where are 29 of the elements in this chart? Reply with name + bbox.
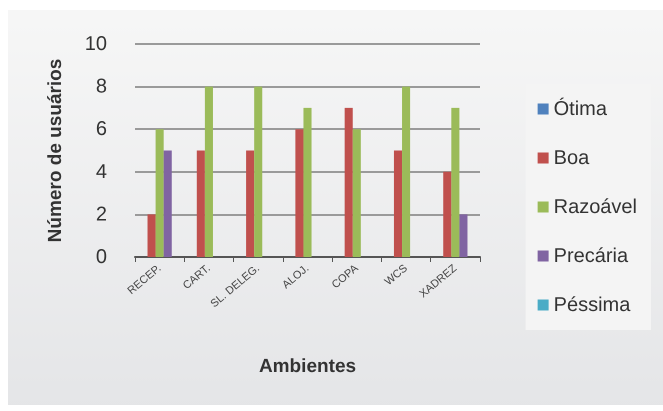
bar: [344, 108, 353, 257]
bar: [164, 150, 172, 257]
y-tick-label: 4: [96, 160, 107, 183]
bar: [204, 86, 213, 257]
bar: [254, 86, 262, 257]
bar: [156, 129, 164, 257]
legend-label: Precária: [554, 245, 629, 267]
bar: [352, 129, 361, 257]
y-tick-label: 10: [84, 33, 107, 55]
legend-label: Boa: [554, 147, 590, 169]
bar: [402, 86, 410, 257]
legend-label: Razoável: [554, 196, 638, 218]
bar: [246, 150, 254, 257]
legend-label: Ótima: [554, 97, 608, 120]
bar: [443, 172, 452, 257]
y-axis-title: Número de usuários: [45, 58, 66, 242]
bar: [295, 129, 304, 257]
y-tick-label: 0: [96, 246, 107, 268]
bar: [196, 150, 205, 257]
y-tick-label: 8: [96, 76, 107, 98]
x-axis-title: Ambientes: [258, 356, 356, 377]
y-tick-label: 2: [96, 203, 107, 226]
legend-label: Péssima: [554, 294, 632, 316]
y-tick-label: 6: [96, 118, 107, 140]
bar: [451, 108, 460, 257]
bar: [303, 108, 312, 257]
bar: [459, 214, 468, 257]
bar: [394, 150, 402, 257]
bar: [148, 214, 156, 257]
